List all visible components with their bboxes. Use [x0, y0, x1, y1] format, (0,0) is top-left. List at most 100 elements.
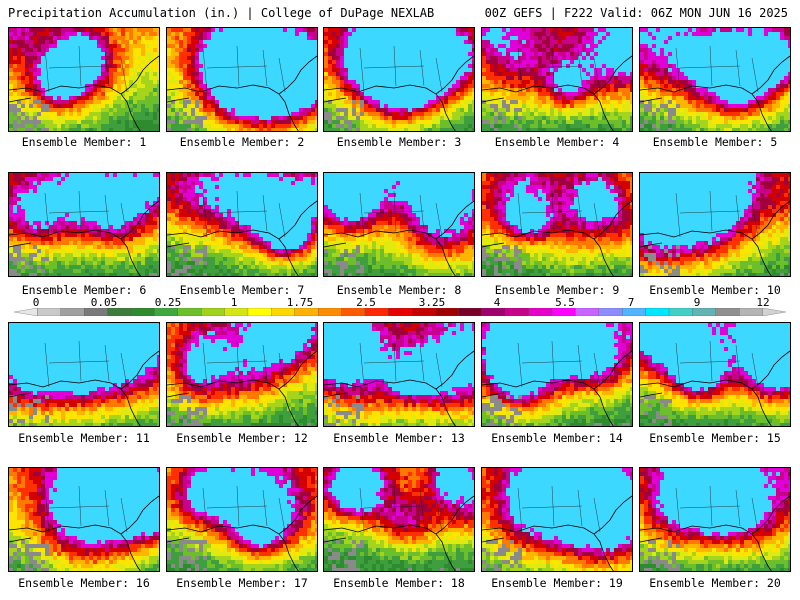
- colorbar-swatch: [154, 308, 179, 316]
- colorbar-tick-label: 5.5: [555, 297, 575, 309]
- ensemble-member-label: Ensemble Member: 6: [8, 283, 160, 297]
- colorbar-swatch: [84, 308, 109, 316]
- state-borders: [202, 190, 286, 238]
- ensemble-member-label: Ensemble Member: 11: [8, 431, 160, 445]
- ensemble-member-map-20: [639, 467, 791, 572]
- ensemble-member-label: Ensemble Member: 9: [481, 283, 633, 297]
- precip-map: [9, 28, 159, 131]
- state-borders: [359, 190, 443, 238]
- precip-map: [9, 468, 159, 571]
- precip-map: [640, 323, 790, 426]
- ensemble-member-map-16: [8, 467, 160, 572]
- coastline: [167, 495, 317, 571]
- colorbar-swatch: [388, 308, 413, 316]
- colorbar-tick-label: 1: [231, 297, 238, 309]
- ensemble-member-label: Ensemble Member: 4: [481, 135, 633, 149]
- colorbar-swatch: [645, 308, 670, 316]
- coastline: [167, 350, 317, 426]
- coastline: [324, 350, 474, 426]
- map-title: Precipitation Accumulation (in.) | Colle…: [8, 6, 434, 20]
- precip-map: [324, 173, 474, 276]
- state-borders: [359, 485, 443, 533]
- colorbar-swatch: [130, 308, 155, 316]
- ensemble-member-map-12: [166, 322, 318, 427]
- state-borders: [44, 340, 128, 388]
- coastline: [482, 55, 632, 131]
- colorbar-swatch: [551, 308, 576, 316]
- ensemble-member-label: Ensemble Member: 1: [8, 135, 160, 149]
- colorbar-swatch: [622, 308, 647, 316]
- colorbar-tick-label: 7: [628, 297, 635, 309]
- coastline: [324, 55, 474, 131]
- colorbar-swatch: [528, 308, 553, 316]
- ensemble-member-map-10: [639, 172, 791, 277]
- colorbar-swatch: [60, 308, 85, 316]
- colorbar-swatch: [14, 308, 38, 316]
- precip-map: [640, 28, 790, 131]
- precipitation-colorbar: [14, 308, 786, 316]
- state-borders: [202, 45, 286, 93]
- colorbar-swatch: [247, 308, 272, 316]
- precip-map: [324, 468, 474, 571]
- ensemble-member-map-3: [323, 27, 475, 132]
- colorbar-tick-label: 2.5: [356, 297, 376, 309]
- coastline: [640, 350, 790, 426]
- state-borders: [675, 190, 759, 238]
- precip-map: [167, 28, 317, 131]
- state-borders: [44, 485, 128, 533]
- coastline: [640, 495, 790, 571]
- ensemble-member-label: Ensemble Member: 12: [166, 431, 318, 445]
- colorbar-tick-label: 3.25: [419, 297, 446, 309]
- colorbar-swatch: [692, 308, 717, 316]
- ensemble-member-label: Ensemble Member: 19: [481, 576, 633, 590]
- ensemble-member-map-2: [166, 27, 318, 132]
- state-borders: [44, 45, 128, 93]
- ensemble-member-map-15: [639, 322, 791, 427]
- precip-map: [324, 28, 474, 131]
- coastline: [482, 495, 632, 571]
- ensemble-member-map-5: [639, 27, 791, 132]
- precip-map: [167, 173, 317, 276]
- ensemble-member-map-1: [8, 27, 160, 132]
- colorbar-swatch: [762, 308, 786, 316]
- colorbar-swatch: [341, 308, 366, 316]
- coastline: [640, 55, 790, 131]
- precip-map: [482, 468, 632, 571]
- ensemble-member-map-14: [481, 322, 633, 427]
- ensemble-member-label: Ensemble Member: 3: [323, 135, 475, 149]
- state-borders: [517, 485, 601, 533]
- colorbar-swatch: [411, 308, 436, 316]
- coastline: [9, 350, 159, 426]
- colorbar-swatch: [598, 308, 623, 316]
- precip-map: [167, 468, 317, 571]
- ensemble-member-map-19: [481, 467, 633, 572]
- ensemble-member-map-6: [8, 172, 160, 277]
- colorbar-swatch: [481, 308, 506, 316]
- precip-map: [640, 468, 790, 571]
- precip-map: [9, 323, 159, 426]
- colorbar-swatch: [668, 308, 693, 316]
- ensemble-member-map-4: [481, 27, 633, 132]
- state-borders: [675, 340, 759, 388]
- coastline: [9, 55, 159, 131]
- ensemble-member-map-7: [166, 172, 318, 277]
- coastline: [9, 200, 159, 276]
- coastline: [167, 55, 317, 131]
- ensemble-member-label: Ensemble Member: 20: [639, 576, 791, 590]
- ensemble-member-map-11: [8, 322, 160, 427]
- state-borders: [44, 190, 128, 238]
- coastline: [482, 200, 632, 276]
- colorbar-swatch: [715, 308, 740, 316]
- ensemble-member-label: Ensemble Member: 13: [323, 431, 475, 445]
- colorbar-swatch: [458, 308, 483, 316]
- state-borders: [202, 485, 286, 533]
- precip-map: [324, 323, 474, 426]
- colorbar-swatch: [294, 308, 319, 316]
- ensemble-member-label: Ensemble Member: 7: [166, 283, 318, 297]
- colorbar-swatch: [575, 308, 600, 316]
- precip-map: [482, 323, 632, 426]
- coastline: [324, 200, 474, 276]
- ensemble-member-label: Ensemble Member: 10: [639, 283, 791, 297]
- ensemble-member-label: Ensemble Member: 17: [166, 576, 318, 590]
- state-borders: [675, 485, 759, 533]
